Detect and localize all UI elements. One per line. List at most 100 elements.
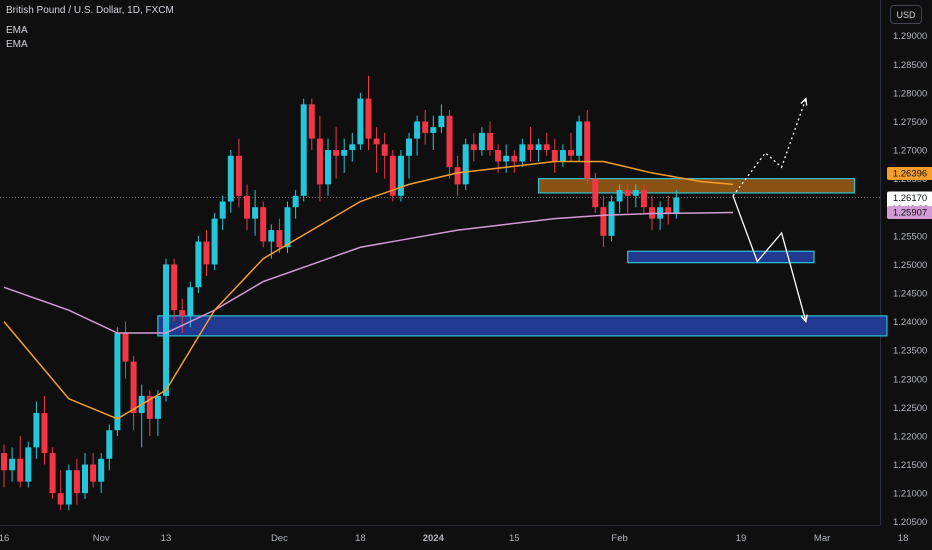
candle-body (114, 333, 121, 431)
candle-body (559, 150, 566, 162)
y-tick-label: 1.22500 (893, 403, 927, 414)
price-label-bg (887, 167, 932, 181)
y-tick-label: 1.21500 (893, 460, 927, 471)
candle-body (414, 121, 421, 139)
y-tick-label: 1.28500 (893, 60, 927, 71)
candle (260, 201, 267, 248)
candle (608, 195, 615, 242)
candle-body (535, 144, 542, 151)
candle-body (49, 453, 56, 494)
candle (276, 218, 283, 253)
candle (576, 115, 583, 162)
candle (17, 435, 24, 488)
candle (592, 172, 599, 213)
candle (478, 127, 485, 156)
support-zone-1 (627, 250, 815, 264)
candle-body (17, 458, 24, 482)
candle (559, 144, 566, 168)
candle (373, 127, 380, 173)
candle (438, 104, 445, 133)
candle (511, 150, 518, 173)
candle (33, 401, 40, 459)
candle (57, 470, 64, 511)
y-tick-label: 1.22000 (893, 431, 927, 442)
x-tick-label: 16 (0, 533, 9, 544)
y-tick-label: 1.28000 (893, 88, 927, 99)
candle (244, 184, 250, 231)
candle (406, 132, 412, 179)
candle-body (195, 241, 202, 288)
candle (333, 127, 340, 179)
candle-body (244, 195, 250, 219)
candle (252, 190, 259, 236)
price-label-bg (887, 206, 932, 220)
candle-body (268, 230, 275, 242)
y-tick-label: 1.25000 (893, 260, 927, 271)
candle (454, 155, 461, 196)
candle (600, 195, 607, 248)
candle (325, 138, 331, 196)
candle-body (438, 115, 445, 128)
indicator-ema-fast[interactable]: EMA (6, 25, 28, 36)
candle (82, 453, 88, 499)
candle-body (406, 138, 412, 156)
candle-body (25, 447, 32, 482)
candle (90, 453, 97, 488)
candle-body (9, 458, 16, 471)
candle-body (130, 361, 137, 414)
candle-body (308, 104, 315, 139)
candle-body (57, 493, 64, 505)
x-tick-label: 15 (509, 533, 520, 544)
candle-body (292, 195, 299, 208)
candle-body (365, 98, 372, 139)
candle (430, 115, 437, 151)
projection-arrowhead-solid (800, 314, 808, 324)
x-tick-label: 19 (736, 533, 747, 544)
candle (624, 184, 631, 213)
candle-body (90, 464, 97, 482)
candle-body (381, 144, 388, 156)
candle (584, 110, 591, 185)
candle-body (349, 144, 356, 151)
candle-body (171, 264, 178, 311)
candle (470, 132, 477, 162)
price-label-ema-fast: 1.26396 (887, 167, 932, 181)
ema-fast-line (3, 160, 734, 420)
price-label-value: 1.26396 (893, 169, 927, 180)
candle-body (235, 155, 242, 196)
resistance-zone-0 (537, 178, 856, 194)
x-tick-label: Feb (611, 533, 627, 544)
currency-button[interactable]: USD (890, 5, 922, 24)
candle-body (316, 138, 323, 185)
x-tick-label: 2024 (423, 533, 445, 544)
candle-body (227, 155, 234, 202)
candle-body (495, 150, 502, 162)
y-tick-label: 1.23000 (893, 374, 927, 385)
candle-body (106, 430, 113, 459)
candle (146, 390, 153, 436)
candle (551, 138, 558, 173)
candle (341, 138, 348, 173)
candle-body (446, 115, 453, 168)
candle (665, 195, 672, 225)
candle-body (98, 458, 105, 482)
candle-body (519, 144, 526, 162)
candle-body (616, 190, 623, 202)
y-tick-label: 1.24000 (893, 317, 927, 328)
price-label-ema-slow: 1.25907 (887, 206, 932, 220)
candle-body (511, 155, 518, 162)
candle-body (260, 207, 267, 242)
candle (389, 150, 396, 202)
candle (397, 150, 404, 202)
y-tick-label: 1.24500 (893, 288, 927, 299)
candle (268, 224, 275, 259)
candle (219, 195, 226, 231)
indicator-ema-slow[interactable]: EMA (6, 39, 28, 50)
candle-body (430, 127, 437, 133)
candle (154, 390, 161, 436)
candle (73, 458, 80, 505)
candle-body (608, 201, 615, 236)
candle (543, 132, 550, 156)
